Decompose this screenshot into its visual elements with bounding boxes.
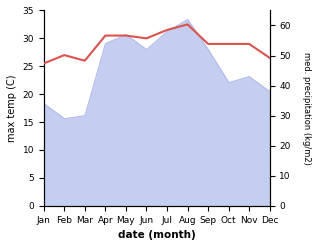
Y-axis label: med. precipitation (kg/m2): med. precipitation (kg/m2) <box>302 52 311 165</box>
X-axis label: date (month): date (month) <box>118 230 196 240</box>
Y-axis label: max temp (C): max temp (C) <box>7 74 17 142</box>
